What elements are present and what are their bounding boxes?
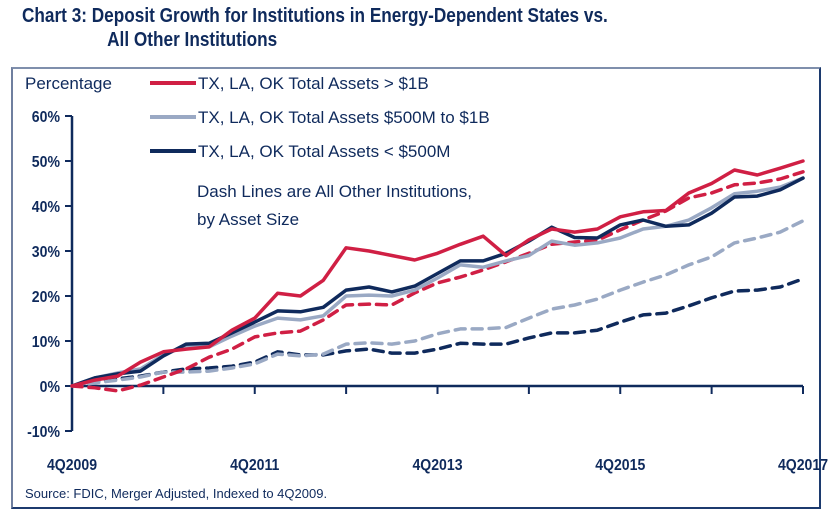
series-line	[70, 159, 805, 388]
legend-label: TX, LA, OK Total Assets < $500M	[198, 142, 450, 161]
y-axis: 60% 50% 40% 30% 20% 10% 0% -10%	[27, 108, 74, 441]
series-line	[70, 277, 805, 388]
y-tick-label: 30%	[32, 243, 60, 261]
y-tick-label: 40%	[32, 198, 60, 216]
y-tick-label: 50%	[32, 153, 60, 171]
y-tick-label: -10%	[27, 423, 60, 441]
chart-title-line2: All Other Institutions	[107, 29, 278, 51]
y-tick-label: 60%	[32, 108, 60, 126]
y-tick-label: 20%	[32, 288, 60, 306]
y-tick-label: 0%	[40, 378, 60, 396]
legend-label: TX, LA, OK Total Assets $500M to $1B	[198, 108, 490, 127]
series-lines	[70, 159, 805, 393]
chart-frame	[11, 67, 821, 509]
series-line	[70, 170, 805, 393]
x-tick-label: 4Q2015	[595, 456, 645, 474]
chart-title-line1: Chart 3: Deposit Growth for Institutions…	[22, 5, 608, 27]
x-tick-label: 4Q2017	[778, 456, 828, 474]
series-line	[70, 219, 805, 388]
x-tick-label: 4Q2009	[47, 456, 97, 474]
series-line	[70, 176, 805, 388]
legend-label: TX, LA, OK Total Assets > $1B	[198, 74, 429, 93]
x-axis: 4Q2009 4Q2011 4Q2013 4Q2015 4Q2017	[47, 384, 828, 474]
chart-title: Chart 3: Deposit Growth for Institutions…	[22, 4, 608, 52]
legend-note-line1: Dash Lines are All Other Institutions,	[197, 182, 472, 201]
x-tick-label: 4Q2013	[412, 456, 462, 474]
source-note: Source: FDIC, Merger Adjusted, Indexed t…	[25, 486, 328, 501]
y-axis-label: Percentage	[25, 74, 112, 93]
legend: TX, LA, OK Total Assets > $1B TX, LA, OK …	[150, 74, 490, 161]
series-line	[70, 176, 805, 388]
x-tick-label: 4Q2011	[230, 456, 279, 474]
legend-note-line2: by Asset Size	[197, 210, 299, 229]
y-tick-label: 10%	[32, 333, 60, 351]
